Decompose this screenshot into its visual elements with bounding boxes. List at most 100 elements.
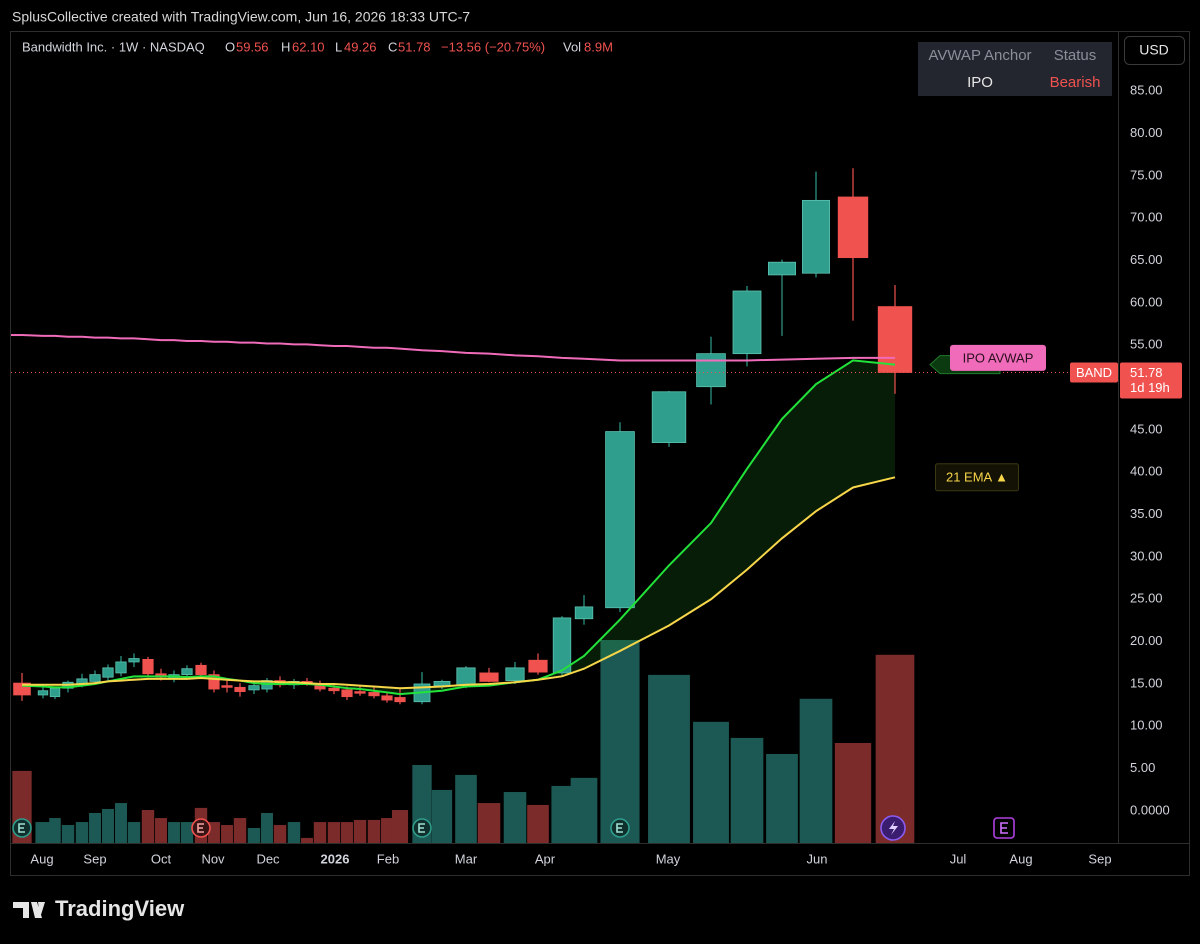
y-tick-label: 75.00	[1130, 167, 1163, 182]
volume-bar	[155, 818, 167, 843]
earnings-icon[interactable]	[412, 818, 432, 838]
open-value: 59.56	[236, 39, 269, 54]
x-tick-label: Feb	[377, 851, 399, 866]
volume-bar	[102, 808, 114, 843]
candle-body	[552, 617, 572, 674]
volume-bar	[834, 742, 872, 843]
x-tick-label: Oct	[151, 851, 172, 866]
earnings-icon[interactable]	[191, 818, 211, 838]
candle-body	[381, 695, 393, 701]
event-icon[interactable]	[880, 815, 906, 841]
low-value: 49.26	[344, 39, 377, 54]
indicator-line	[22, 476, 896, 690]
table-cell: Bearish	[1050, 74, 1101, 91]
close-label: C	[388, 39, 397, 54]
candle-body	[605, 431, 635, 609]
high-value: 62.10	[292, 39, 325, 54]
symbol-title: Bandwidth Inc. · 1W · NASDAQ	[22, 39, 205, 54]
candle-body	[102, 667, 114, 678]
volume-bar	[301, 837, 313, 843]
candle-body	[837, 196, 869, 259]
candle-body	[456, 667, 476, 687]
volume-bar	[313, 822, 327, 843]
y-tick-label: 30.00	[1130, 548, 1163, 563]
candle-body	[341, 689, 353, 698]
symbol-tag	[1070, 362, 1118, 383]
table-header: AVWAP Anchor	[928, 47, 1031, 64]
volume-bar	[208, 822, 220, 843]
candle-body	[574, 606, 594, 620]
volume-bar	[477, 803, 501, 843]
y-tick-label: 0.0000	[1130, 802, 1170, 817]
volume-bar	[875, 654, 915, 843]
indicator-line	[21, 334, 895, 362]
y-tick-label: 5.00	[1130, 760, 1155, 775]
candle-body	[13, 682, 31, 696]
candle-body	[328, 687, 340, 692]
ema-band	[22, 360, 895, 695]
close-value: 51.78	[398, 39, 431, 54]
candle-body	[368, 692, 380, 697]
candle-body	[142, 658, 154, 675]
candle-body	[115, 661, 127, 674]
x-tick-label: Jun	[807, 851, 828, 866]
symbol-tag-label: BAND	[1076, 365, 1112, 380]
price-tag-countdown: 1d 19h	[1130, 380, 1170, 395]
candle-body	[732, 290, 762, 355]
table-header: Status	[1054, 47, 1097, 64]
candle-body	[89, 674, 101, 682]
earnings-icon[interactable]	[12, 818, 32, 838]
x-tick-label: Dec	[256, 851, 280, 866]
candle-body	[37, 690, 49, 696]
credit: SplusCollective created with TradingView…	[12, 9, 470, 25]
candle-body	[181, 668, 193, 676]
volume-value: 8.9M	[584, 39, 613, 54]
x-tick-label: Mar	[455, 851, 478, 866]
volume-bar	[391, 810, 409, 843]
currency-label[interactable]: USD	[1139, 42, 1169, 58]
y-tick-label: 20.00	[1130, 633, 1163, 648]
y-tick-label: 25.00	[1130, 591, 1163, 606]
volume-bar	[327, 822, 341, 843]
y-tick-label: 40.00	[1130, 464, 1163, 479]
volume-bar	[381, 818, 393, 843]
volume-bar	[693, 721, 729, 843]
volume-bar	[455, 774, 477, 843]
avwap-tag	[950, 344, 1046, 371]
volume-bar	[570, 777, 598, 843]
candle-body	[394, 697, 406, 703]
low-label: L	[335, 39, 342, 54]
x-tick-label: Nov	[201, 851, 225, 866]
candle-body	[433, 681, 451, 687]
y-tick-label: 15.00	[1130, 675, 1163, 690]
candle-body	[234, 686, 246, 692]
avwap-table	[918, 42, 1112, 96]
x-tick-label: 2026	[321, 851, 350, 866]
high-label: H	[281, 39, 290, 54]
candle-body	[248, 685, 260, 691]
volume-bar	[730, 737, 764, 843]
volume-bar	[600, 640, 640, 843]
volume-bar	[431, 789, 453, 843]
x-tick-label: Aug	[1009, 851, 1032, 866]
earnings-icon[interactable]	[993, 817, 1015, 839]
volume-bar	[799, 698, 833, 843]
candle-body	[768, 261, 797, 276]
volume-bar	[287, 822, 301, 843]
candle-body	[802, 199, 831, 274]
volume-bar	[35, 822, 51, 843]
volume-bar	[49, 818, 61, 843]
volume-bar	[341, 822, 353, 843]
volume-bar	[61, 825, 75, 843]
y-tick-label: 45.00	[1130, 421, 1163, 436]
currency-button[interactable]	[1124, 36, 1185, 65]
brand-logo	[13, 902, 45, 918]
volume-bar	[180, 822, 194, 843]
earnings-icon[interactable]	[610, 818, 630, 838]
price-tag-value: 51.78	[1130, 365, 1163, 380]
ema21-tag	[935, 463, 1019, 492]
volume-bar	[115, 803, 127, 843]
x-tick-label: Sep	[1088, 851, 1111, 866]
